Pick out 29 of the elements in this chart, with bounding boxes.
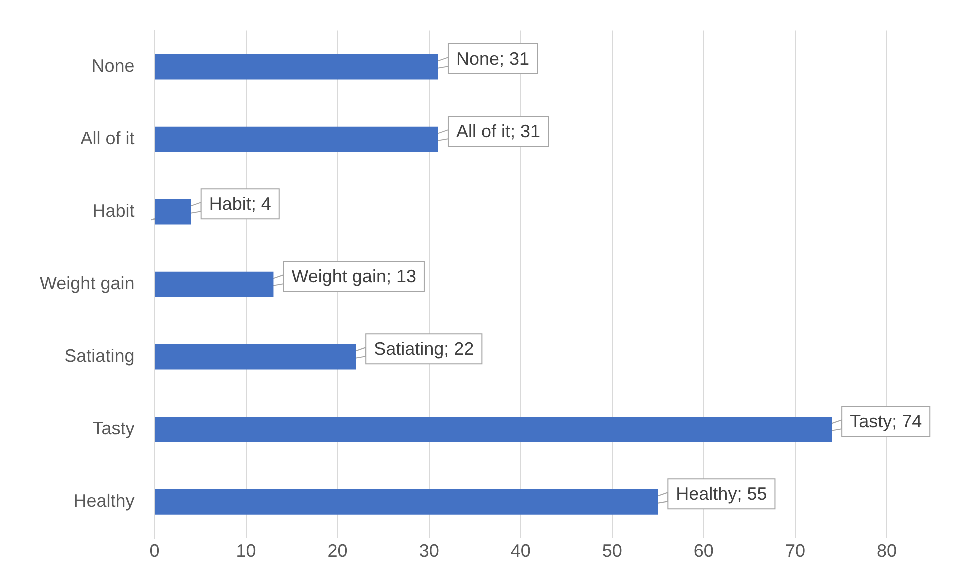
x-tick-label: 0 bbox=[150, 541, 160, 562]
data-label: Weight gain; 13 bbox=[292, 266, 416, 287]
y-tick-label: Habit bbox=[92, 201, 135, 222]
bar bbox=[155, 54, 438, 80]
y-tick-label: Weight gain bbox=[40, 274, 135, 294]
x-tick-label: 70 bbox=[785, 541, 806, 562]
x-tick-label: 60 bbox=[694, 541, 714, 562]
data-label: All of it; 31 bbox=[456, 122, 541, 142]
x-tick-label: 10 bbox=[236, 541, 256, 562]
bar bbox=[155, 126, 438, 152]
data-label: Habit; 4 bbox=[209, 194, 272, 214]
y-tick-label: None bbox=[92, 56, 135, 76]
y-tick-label: Satiating bbox=[64, 346, 135, 366]
x-tick-label: 20 bbox=[328, 541, 348, 562]
y-tick-label: Tasty bbox=[92, 418, 135, 439]
data-label: None; 31 bbox=[456, 49, 530, 70]
bar bbox=[155, 344, 356, 370]
bar bbox=[155, 416, 832, 442]
x-tick-label: 40 bbox=[510, 541, 531, 562]
data-label: Tasty; 74 bbox=[850, 412, 922, 432]
x-tick-label: 30 bbox=[419, 541, 440, 562]
bar bbox=[155, 489, 658, 515]
y-tick-label: All of it bbox=[80, 128, 135, 149]
y-tick-label: Healthy bbox=[74, 491, 135, 512]
bar bbox=[155, 272, 274, 298]
x-tick-label: 50 bbox=[602, 541, 622, 562]
data-label: Healthy; 55 bbox=[676, 484, 768, 504]
x-tick-label: 80 bbox=[876, 541, 898, 562]
data-label: Satiating; 22 bbox=[374, 339, 474, 360]
